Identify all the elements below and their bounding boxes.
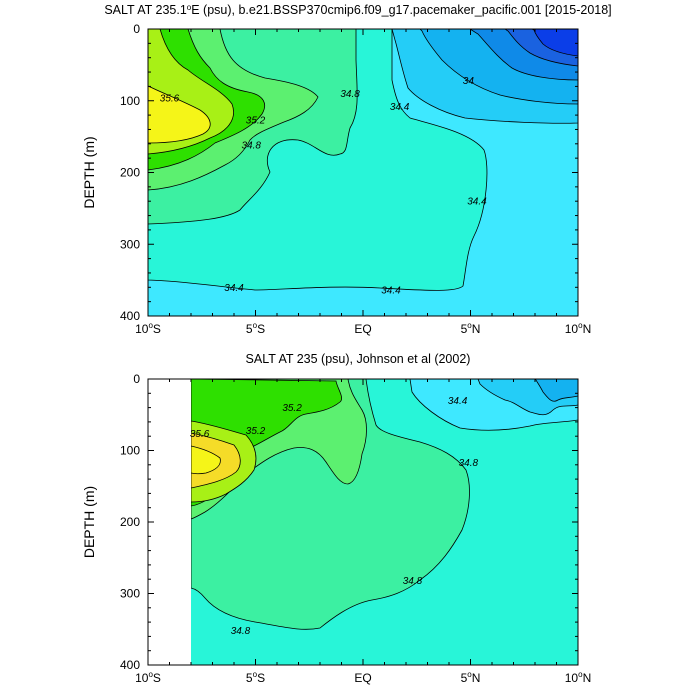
contour-label: 34 — [463, 76, 475, 87]
y-tick-label: 0 — [133, 372, 140, 386]
fill-36.0 — [191, 445, 221, 475]
panel-1-title: SALT AT 235.1oE (psu), b.e21.BSSP370cmip… — [104, 3, 611, 17]
panel-model: SALT AT 235.1oE (psu), b.e21.BSSP370cmip… — [81, 3, 612, 336]
contour-label: 34.8 — [403, 576, 423, 587]
contour-label: 34.4 — [224, 283, 244, 294]
contour-label: 35.6 — [160, 93, 180, 104]
contour-label: 35.2 — [282, 403, 302, 414]
x-tick-label: EQ — [354, 322, 371, 336]
panel-1-axes: 10oS 5oS EQ 5oN 10oN 0 100 200 300 400 — [120, 22, 591, 336]
panel-observations: SALT AT 235 (psu), Johnson et al (2002) … — [81, 352, 591, 685]
x-tick-label: 10oS — [135, 670, 161, 685]
panel-1-y-label: DEPTH (m) — [81, 136, 97, 208]
fill-36.0 — [148, 85, 211, 144]
fill-33.4 — [531, 29, 578, 57]
contour-label: 34.4 — [467, 197, 487, 208]
contour-label: 35.6 — [190, 429, 210, 440]
y-tick-label: 200 — [120, 166, 140, 180]
panel-2-filled-contours — [191, 379, 578, 665]
panel-2-y-label: DEPTH (m) — [81, 486, 97, 558]
y-tick-label: 200 — [120, 515, 140, 529]
y-tick-label: 100 — [120, 444, 140, 458]
x-tick-label: 10oN — [565, 321, 591, 336]
fill-34.0 — [534, 379, 578, 402]
contour-label: 34.8 — [241, 141, 261, 152]
contour-label: 35.2 — [246, 426, 266, 437]
y-tick-label: 400 — [120, 309, 140, 323]
panel-1-contour-labels: 35.6 35.2 34.8 34.8 34.4 34 34.4 34.4 34.4 — [160, 76, 487, 297]
contour-label: 34.4 — [448, 396, 468, 407]
y-tick-label: 100 — [120, 94, 140, 108]
y-tick-label: 300 — [120, 237, 140, 251]
y-tick-label: 0 — [133, 22, 140, 36]
panel-2-axes: 10oS 5oS EQ 5oN 10oN 0 100 200 300 400 — [120, 372, 591, 685]
x-tick-label: 10oN — [565, 670, 591, 685]
panel-1-filled-contours — [148, 29, 578, 316]
contour-label: 34.8 — [231, 626, 251, 637]
x-tick-label: 5oN — [461, 670, 481, 685]
y-tick-label: 300 — [120, 587, 140, 601]
x-tick-label: 5oS — [246, 670, 265, 685]
x-tick-label: EQ — [354, 671, 371, 685]
contour-label: 34.8 — [459, 458, 479, 469]
x-tick-label: 10oS — [135, 321, 161, 336]
x-tick-label: 5oN — [461, 321, 481, 336]
y-tick-label: 400 — [120, 658, 140, 672]
panel-2-contour-labels: 35.6 35.2 35.2 34.4 34.8 34.8 34.8 — [190, 396, 479, 637]
x-tick-label: 5oS — [246, 321, 265, 336]
contour-label: 34.8 — [340, 89, 360, 100]
contour-label: 34.4 — [381, 286, 401, 297]
panel-2-title: SALT AT 235 (psu), Johnson et al (2002) — [246, 352, 471, 366]
contour-label: 34.4 — [390, 102, 410, 113]
contour-label: 35.2 — [246, 116, 266, 127]
